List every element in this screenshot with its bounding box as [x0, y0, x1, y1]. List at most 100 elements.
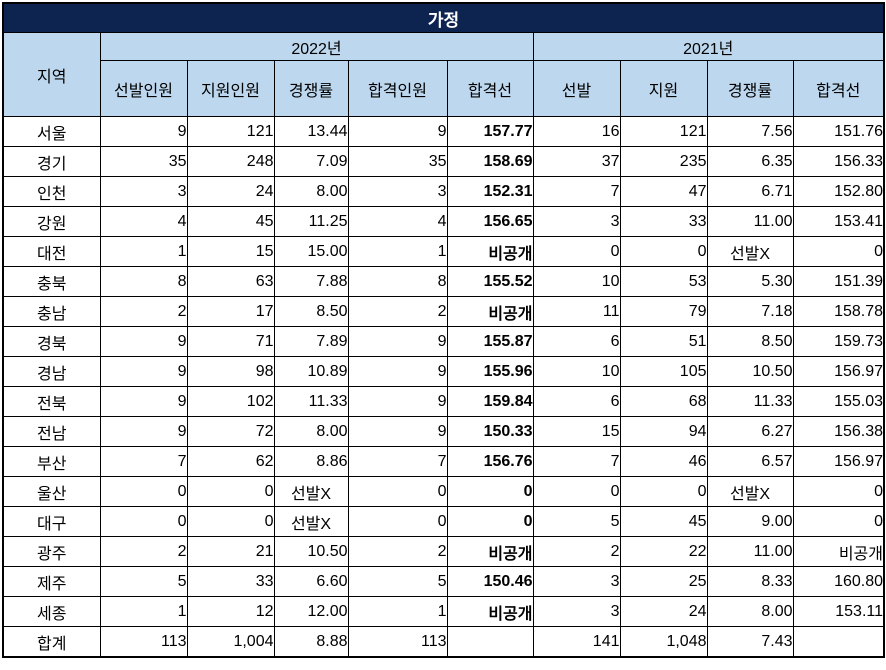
value-cell: 21	[186, 536, 275, 567]
value-cell: 1	[347, 236, 448, 267]
cutline-2022-cell: 158.69	[446, 146, 534, 177]
value-cell: 248	[186, 146, 275, 177]
admission-table: 가정 지역 2022년 2021년 선발인원 지원인원 경쟁률 합격인원 합격선 선발 지원…	[2, 2, 885, 658]
value-cell: 9	[347, 386, 448, 417]
cutline-2022-cell: 155.52	[446, 266, 534, 297]
value-cell: 6	[532, 386, 621, 417]
value-cell: 8.50	[706, 326, 794, 357]
value-cell: 105	[619, 356, 708, 387]
value-cell: 6.71	[706, 176, 794, 207]
value-cell: 선발X	[273, 476, 349, 507]
value-cell: 10.50	[273, 536, 349, 567]
cutline-2021-cell: 158.78	[792, 296, 885, 327]
cutline-2021-cell: 156.97	[792, 356, 885, 387]
value-cell: 8.00	[706, 596, 794, 627]
value-cell: 1	[99, 236, 188, 267]
value-cell: 35	[99, 146, 188, 177]
value-cell: 235	[619, 146, 708, 177]
value-cell: 47	[619, 176, 708, 207]
cutline-2021-cell: 0	[792, 476, 885, 507]
value-cell: 45	[619, 506, 708, 537]
cutline-2021-cell: 156.97	[792, 446, 885, 477]
table-row: 울산 0 0 선발X 0 0 0 0 선발X 0	[2, 476, 885, 507]
value-cell: 5	[532, 506, 621, 537]
value-cell: 68	[619, 386, 708, 417]
value-cell: 2	[99, 296, 188, 327]
value-cell: 0	[99, 476, 188, 507]
cutline-2022-cell: 156.76	[446, 446, 534, 477]
table-row: 서울 9 121 13.44 9 157.77 16 121 7.56 151.76	[2, 116, 885, 147]
value-cell: 35	[347, 146, 448, 177]
value-cell: 121	[619, 116, 708, 147]
value-cell: 9	[347, 116, 448, 147]
table-row: 경남 9 98 10.89 9 155.96 10 105 10.50 156.97	[2, 356, 885, 387]
value-cell: 37	[532, 146, 621, 177]
value-cell: 9	[347, 416, 448, 447]
year-2022-header: 2022년	[99, 32, 534, 61]
value-cell: 11.00	[706, 536, 794, 567]
column-header: 합격선	[446, 60, 534, 117]
value-cell: 94	[619, 416, 708, 447]
region-cell: 강원	[2, 206, 101, 237]
cutline-2021-cell	[792, 626, 885, 658]
value-cell: 0	[186, 506, 275, 537]
value-cell: 9	[99, 356, 188, 387]
header-group-row: 지역 2022년 2021년	[2, 32, 885, 117]
value-cell: 22	[619, 536, 708, 567]
value-cell: 10.50	[706, 356, 794, 387]
value-cell: 선발X	[706, 236, 794, 267]
value-cell: 51	[619, 326, 708, 357]
value-cell: 7.09	[273, 146, 349, 177]
table-row: 인천 3 24 8.00 3 152.31 7 47 6.71 152.80	[2, 176, 885, 207]
value-cell: 2	[532, 536, 621, 567]
value-cell: 10	[532, 356, 621, 387]
value-cell: 8.86	[273, 446, 349, 477]
table-row: 전북 9 102 11.33 9 159.84 6 68 11.33 155.03	[2, 386, 885, 417]
value-cell: 53	[619, 266, 708, 297]
value-cell: 72	[186, 416, 275, 447]
cutline-2021-cell: 151.76	[792, 116, 885, 147]
value-cell: 45	[186, 206, 275, 237]
table-row: 전남 9 72 8.00 9 150.33 15 94 6.27 156.38	[2, 416, 885, 447]
value-cell: 12.00	[273, 596, 349, 627]
cutline-2021-cell: 153.11	[792, 596, 885, 627]
value-cell: 5	[99, 566, 188, 597]
value-cell: 0	[619, 236, 708, 267]
table-row: 경북 9 71 7.89 9 155.87 6 51 8.50 159.73	[2, 326, 885, 357]
cutline-2022-cell: 155.87	[446, 326, 534, 357]
value-cell: 0	[99, 506, 188, 537]
region-cell: 경남	[2, 356, 101, 387]
value-cell: 4	[99, 206, 188, 237]
value-cell: 113	[347, 626, 448, 658]
value-cell: 11.33	[706, 386, 794, 417]
cutline-2021-cell: 159.73	[792, 326, 885, 357]
column-header: 지원	[619, 60, 708, 117]
region-cell: 전북	[2, 386, 101, 417]
table-row: 대구 0 0 선발X 0 0 5 45 9.00 0	[2, 506, 885, 537]
region-cell: 합계	[2, 626, 101, 658]
value-cell: 25	[619, 566, 708, 597]
value-cell: 8.88	[273, 626, 349, 658]
cutline-2021-cell: 156.33	[792, 146, 885, 177]
region-cell: 경북	[2, 326, 101, 357]
value-cell: 7	[347, 446, 448, 477]
value-cell: 141	[532, 626, 621, 658]
value-cell: 15.00	[273, 236, 349, 267]
column-header: 경쟁률	[706, 60, 794, 117]
cutline-2021-cell: 155.03	[792, 386, 885, 417]
region-cell: 경기	[2, 146, 101, 177]
region-cell: 대전	[2, 236, 101, 267]
table-title-row: 가정	[2, 2, 885, 33]
column-header: 선발인원	[99, 60, 188, 117]
value-cell: 0	[532, 476, 621, 507]
value-cell: 6.57	[706, 446, 794, 477]
cutline-2021-cell: 156.38	[792, 416, 885, 447]
value-cell: 6.27	[706, 416, 794, 447]
value-cell: 5.30	[706, 266, 794, 297]
value-cell: 46	[619, 446, 708, 477]
value-cell: 16	[532, 116, 621, 147]
region-cell: 인천	[2, 176, 101, 207]
region-cell: 충북	[2, 266, 101, 297]
value-cell: 0	[347, 506, 448, 537]
